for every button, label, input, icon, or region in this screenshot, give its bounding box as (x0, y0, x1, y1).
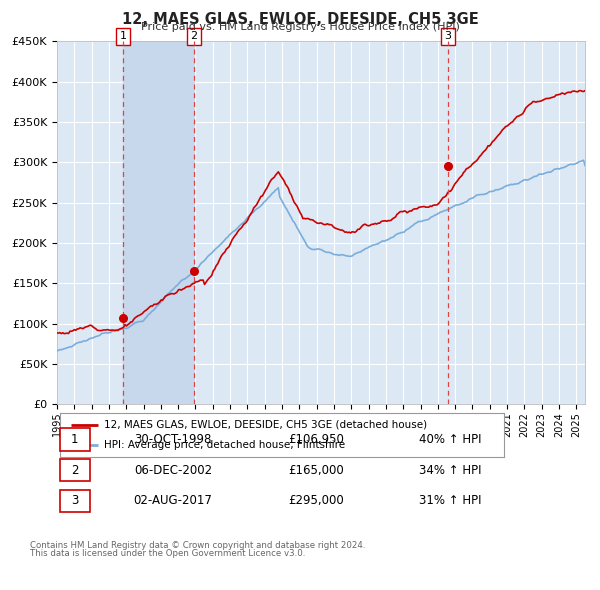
Text: Price paid vs. HM Land Registry's House Price Index (HPI): Price paid vs. HM Land Registry's House … (140, 22, 460, 32)
Text: 3: 3 (445, 31, 451, 41)
Text: 30-OCT-1998: 30-OCT-1998 (134, 433, 212, 446)
Text: 2: 2 (71, 464, 79, 477)
Text: 3: 3 (71, 494, 79, 507)
Text: 06-DEC-2002: 06-DEC-2002 (134, 464, 212, 477)
Text: 31% ↑ HPI: 31% ↑ HPI (419, 494, 481, 507)
Text: 12, MAES GLAS, EWLOE, DEESIDE, CH5 3GE (detached house): 12, MAES GLAS, EWLOE, DEESIDE, CH5 3GE (… (104, 420, 428, 430)
Bar (124, 41, 194, 404)
Text: 34% ↑ HPI: 34% ↑ HPI (419, 464, 481, 477)
Text: 2: 2 (191, 31, 197, 41)
FancyBboxPatch shape (60, 459, 90, 481)
Text: Contains HM Land Registry data © Crown copyright and database right 2024.: Contains HM Land Registry data © Crown c… (30, 541, 365, 550)
Text: 1: 1 (120, 31, 127, 41)
Text: £106,950: £106,950 (289, 433, 344, 446)
Text: 1: 1 (71, 433, 79, 446)
Text: This data is licensed under the Open Government Licence v3.0.: This data is licensed under the Open Gov… (30, 549, 305, 558)
Text: £165,000: £165,000 (289, 464, 344, 477)
FancyBboxPatch shape (60, 490, 90, 512)
Text: 12, MAES GLAS, EWLOE, DEESIDE, CH5 3GE: 12, MAES GLAS, EWLOE, DEESIDE, CH5 3GE (122, 12, 478, 27)
FancyBboxPatch shape (60, 428, 90, 451)
Text: £295,000: £295,000 (289, 494, 344, 507)
Text: 02-AUG-2017: 02-AUG-2017 (133, 494, 212, 507)
Text: 40% ↑ HPI: 40% ↑ HPI (419, 433, 481, 446)
Text: HPI: Average price, detached house, Flintshire: HPI: Average price, detached house, Flin… (104, 440, 346, 450)
